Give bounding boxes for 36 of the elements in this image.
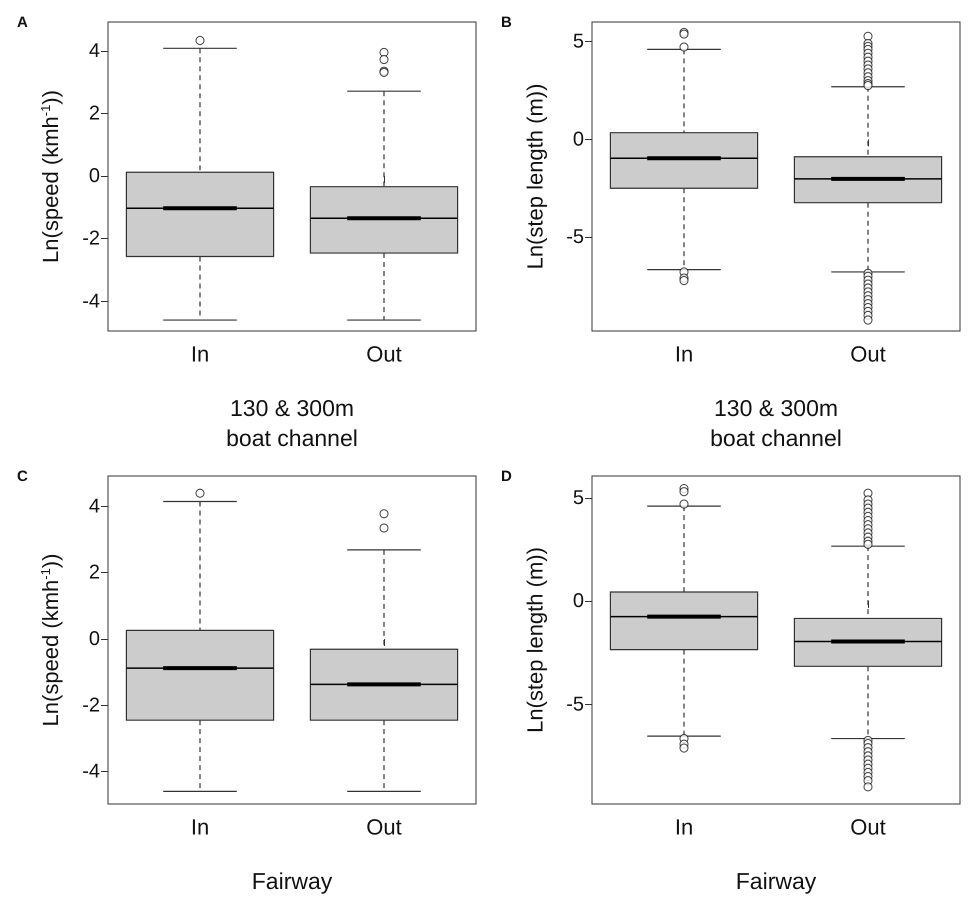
y-tick-label: -5 <box>566 226 584 248</box>
y-axis-title: Ln(step length (m)) <box>522 547 548 733</box>
y-tick-label: 5 <box>572 30 584 53</box>
y-tick-label: 0 <box>572 590 584 612</box>
x-tick-label: Out <box>366 342 402 366</box>
y-tick-label: -2 <box>82 694 100 716</box>
y-tick-label: 4 <box>88 495 100 518</box>
x-tick-label: Out <box>366 814 402 840</box>
x-axis-title: Fairway <box>252 868 333 894</box>
y-axis-title: Ln(speed (kmh-1)) <box>38 554 63 726</box>
y-tick-label: 0 <box>88 165 100 188</box>
x-axis-title: 130 & 300m boat channel <box>710 395 842 451</box>
x-axis-title: 130 & 300m boat channel <box>226 395 358 451</box>
chart-title: B <box>501 14 512 31</box>
y-axis-title: Ln(step length (m)) <box>522 84 548 270</box>
x-tick-label: In <box>674 342 694 366</box>
x-tick-label: In <box>674 814 694 840</box>
y-tick-label: 0 <box>88 628 100 650</box>
chart-title: D <box>501 468 512 485</box>
y-tick-label: 5 <box>572 486 584 509</box>
y-tick-label: 0 <box>572 128 584 150</box>
x-axis-title: Fairway <box>736 868 817 894</box>
y-tick-label: 2 <box>88 562 100 584</box>
x-tick-label: Out <box>850 342 886 366</box>
y-tick-label: 2 <box>88 102 100 124</box>
y-tick-label: -2 <box>82 228 100 250</box>
y-tick-label: -4 <box>82 760 100 783</box>
y-axis-title: Ln(speed (kmh-1)) <box>38 90 63 263</box>
y-tick-label: -5 <box>566 693 584 716</box>
x-tick-label: In <box>190 814 210 840</box>
y-tick-label: 4 <box>88 40 100 62</box>
chart-title: A <box>17 14 28 31</box>
x-tick-label: In <box>190 342 210 366</box>
chart-title: C <box>17 468 28 485</box>
y-tick-label: -4 <box>82 290 100 312</box>
x-tick-label: Out <box>850 814 886 840</box>
